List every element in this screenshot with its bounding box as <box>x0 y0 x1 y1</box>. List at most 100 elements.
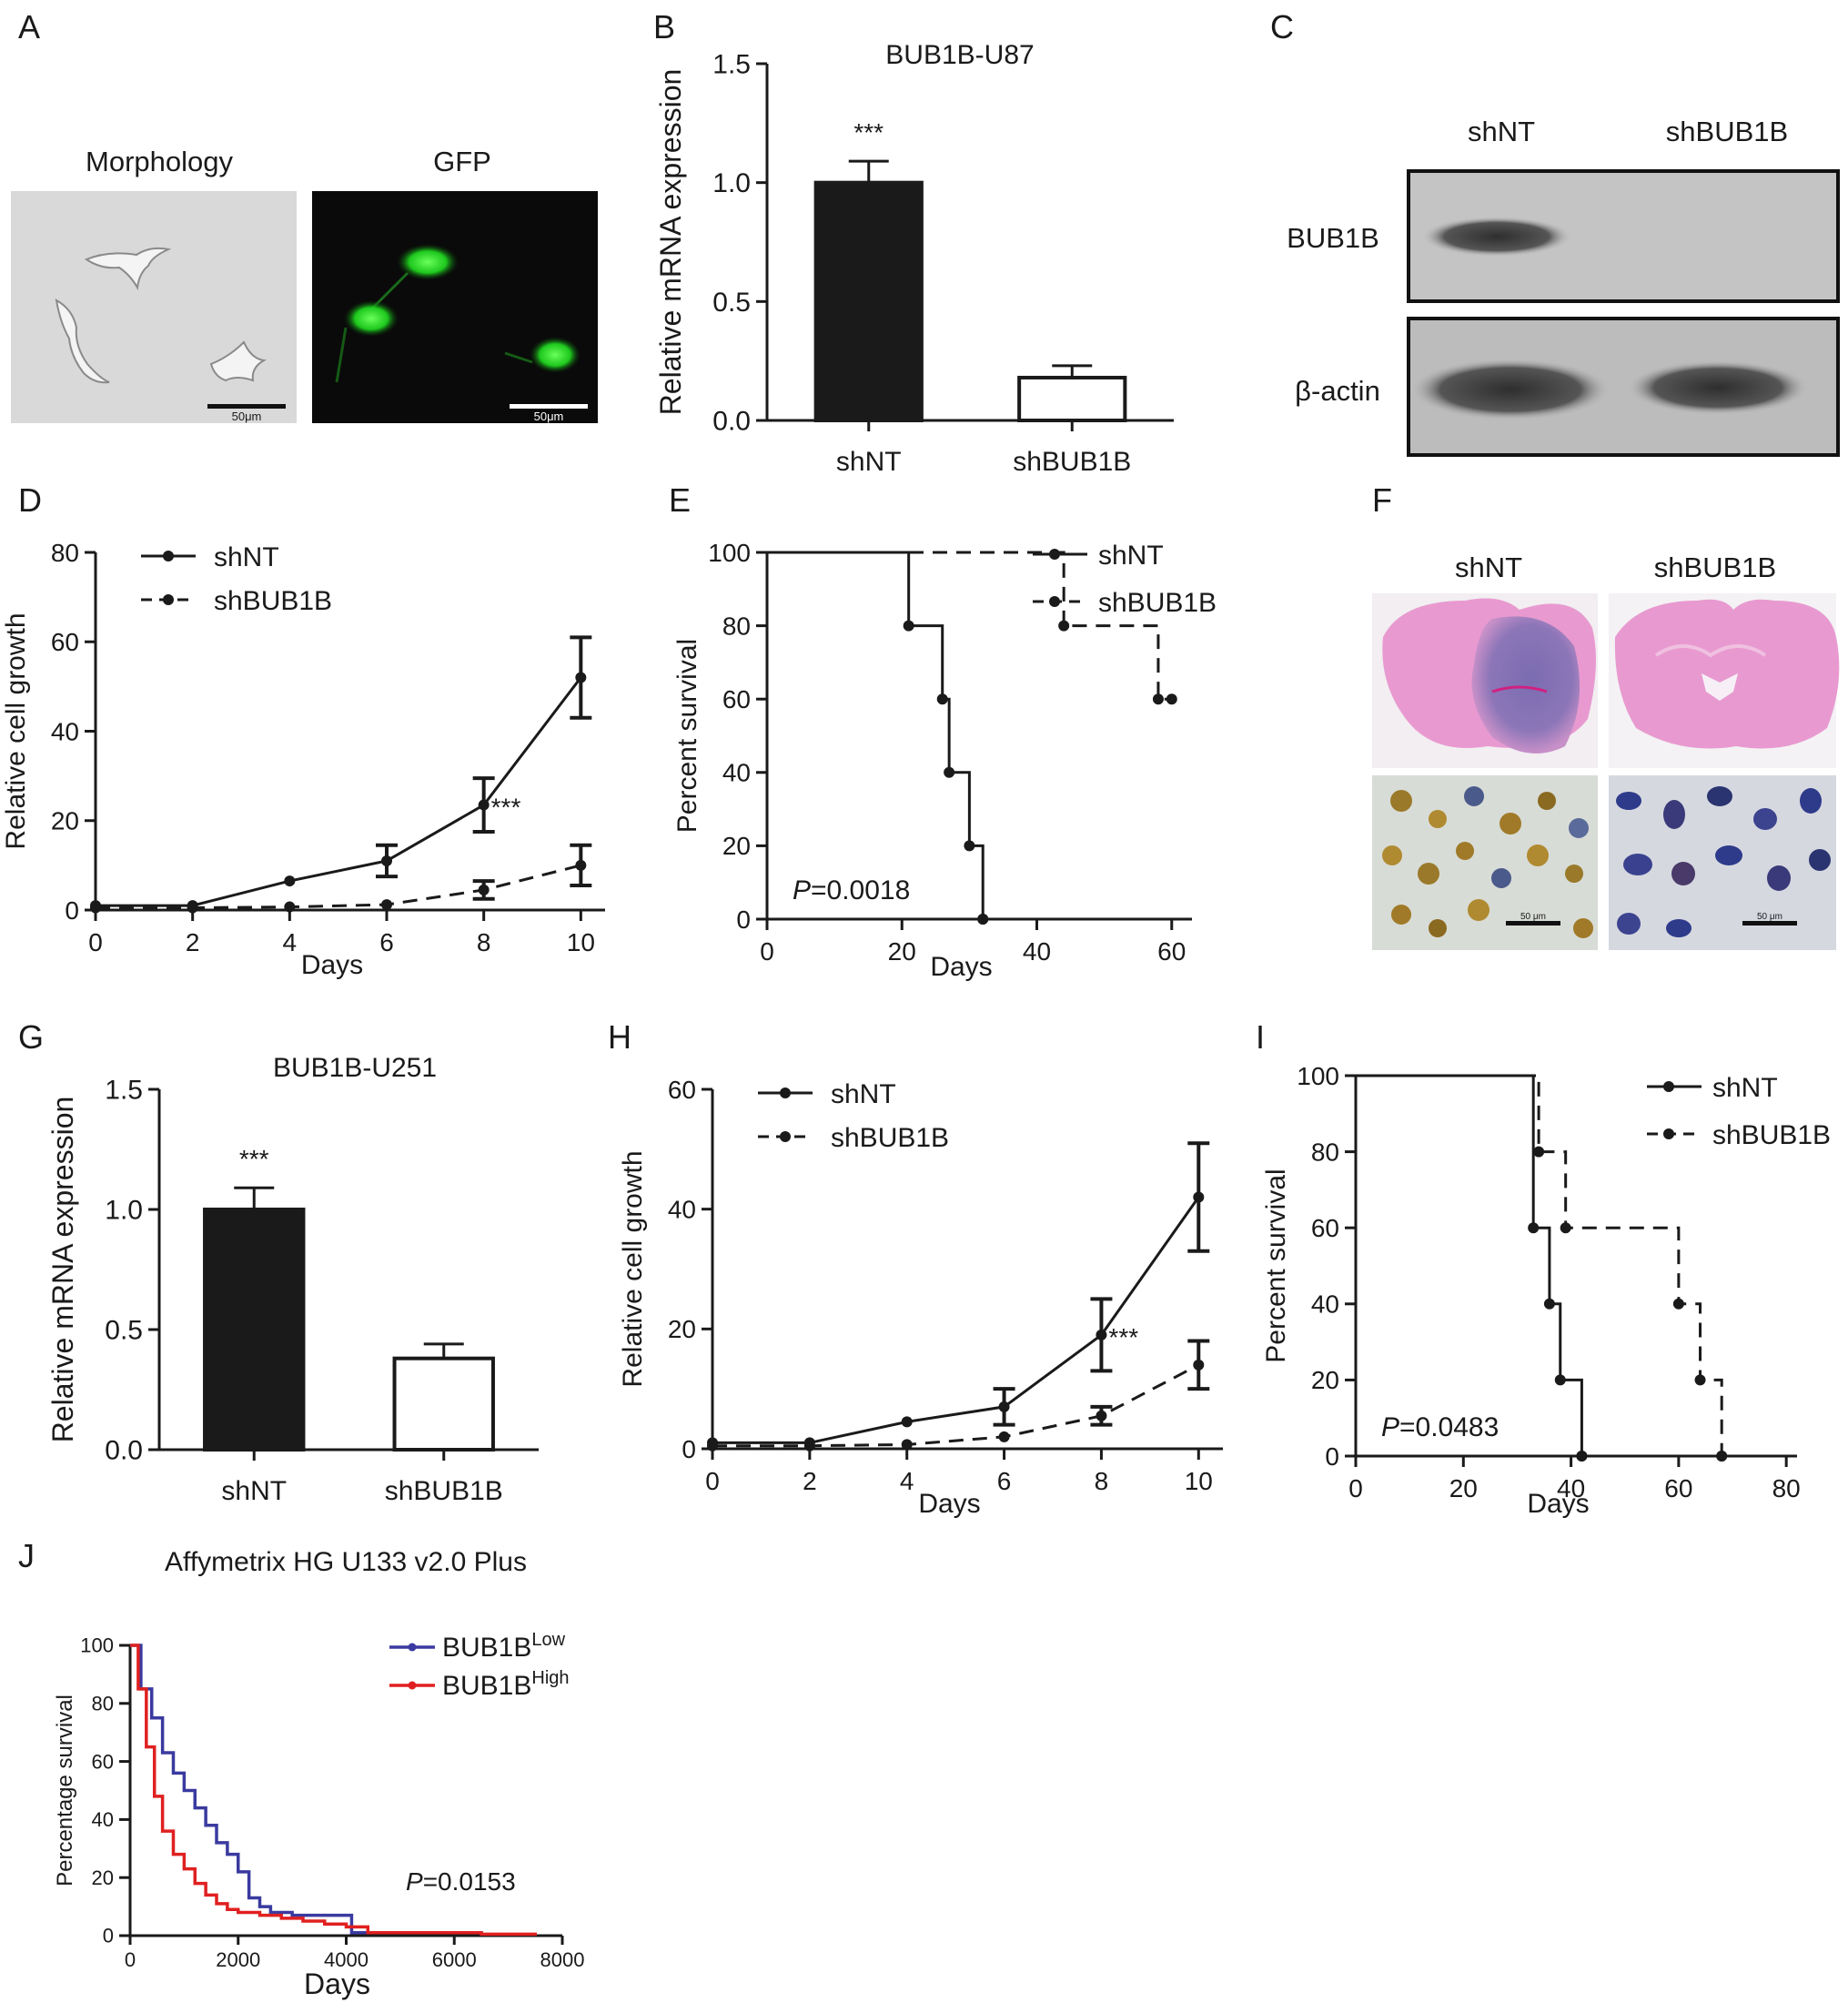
x-tick-label: shNT <box>221 1476 287 1506</box>
blot-band <box>1627 360 1809 415</box>
scalebar-label: 50μm <box>232 410 262 423</box>
km-chart-panel-j: Affymetrix HG U133 v2.0 Plus 0 20 40 60 80 100… <box>53 1547 584 2000</box>
panel-a: Morphology GFP 50μm 50μm <box>11 146 598 423</box>
x-axis-label: Days <box>1527 1489 1589 1519</box>
censor-marker <box>1576 1451 1588 1462</box>
survival-curve <box>767 551 985 919</box>
survival-curve <box>1356 1074 1723 1456</box>
x-tick-label: 2 <box>803 1467 817 1495</box>
censor-marker <box>977 914 989 925</box>
legend-label-base: BUB1B <box>442 1671 531 1701</box>
blot-band <box>1422 217 1571 257</box>
censor-marker <box>944 766 955 778</box>
x-axis-label: Days <box>301 950 363 980</box>
scalebar-label: 50 μm <box>1520 912 1546 922</box>
data-point <box>1096 1410 1107 1421</box>
censor-marker <box>964 840 975 852</box>
y-tick-label: 0.0 <box>712 407 751 437</box>
y-axis-label: Percent survival <box>1261 1168 1291 1362</box>
data-point <box>381 899 392 911</box>
legend-label-superscript: High <box>531 1668 569 1688</box>
x-tick-label: 6 <box>379 928 394 956</box>
x-axis-label: Days <box>304 1967 370 2000</box>
x-tick-label: 6000 <box>432 1948 477 1971</box>
y-axis: 0.0 0.5 1.0 1.5 Relative mRNA expression <box>46 1076 161 1466</box>
y-tick-label: 0.5 <box>105 1316 143 1346</box>
y-tick-label: 1.5 <box>105 1076 143 1106</box>
data-point <box>284 901 296 913</box>
survival-curve <box>130 1644 483 1935</box>
y-tick-label: 20 <box>668 1315 696 1343</box>
series-line <box>96 864 581 910</box>
legend-marker <box>163 594 174 605</box>
data-point <box>478 799 490 811</box>
panel-letter-f: F <box>1372 481 1392 519</box>
blot-row-bub1b: BUB1B <box>1287 222 1379 254</box>
x-tick-label: 0 <box>88 928 103 956</box>
series-line <box>712 1196 1200 1444</box>
panel-letter-h: H <box>608 1018 631 1056</box>
p-value: P=0.0153 <box>406 1867 516 1896</box>
survival-chart-panel-i: 0 20 40 60 80 100 Percent survival 0 20 40 60 80 Day… <box>1261 1062 1831 1519</box>
y-tick-label: 100 <box>80 1634 114 1657</box>
legend-label: shBUB1B <box>214 586 332 616</box>
censor-marker <box>903 620 914 632</box>
legend-label: shNT <box>214 542 279 572</box>
data-point <box>901 1439 913 1451</box>
y-axis-label: Relative cell growth <box>1 612 31 849</box>
y-tick-label: 40 <box>1311 1290 1339 1319</box>
y-tick-label: 80 <box>51 539 79 567</box>
y-tick-label: 40 <box>722 759 751 787</box>
y-tick-label: 20 <box>722 832 751 860</box>
y-axis-label: Percent survival <box>672 639 702 833</box>
censor-marker <box>1672 1298 1684 1310</box>
x-tick-label: 20 <box>1449 1474 1478 1502</box>
y-tick-label: 40 <box>51 717 79 745</box>
censor-marker <box>1694 1374 1706 1386</box>
x-tick-label: shBUB1B <box>385 1476 503 1506</box>
x-tick-label: 60 <box>1664 1474 1692 1502</box>
y-tick-label: 20 <box>1311 1366 1339 1394</box>
data-point <box>90 902 101 914</box>
he-image-shnt <box>1372 593 1598 768</box>
y-tick-label: 0 <box>65 896 79 925</box>
he-image-shbub1b <box>1609 593 1840 768</box>
y-tick-label: 0 <box>103 1925 114 1947</box>
legend-marker <box>1663 1128 1674 1139</box>
bar-chart-panel-g: BUB1B-U251 0.0 0.5 1.0 1.5 Relative mRNA expr… <box>46 1053 539 1506</box>
x-axis-label: Days <box>918 1489 980 1519</box>
p-symbol: P <box>793 875 811 905</box>
blot-band <box>1410 359 1611 420</box>
scalebar <box>1742 921 1797 926</box>
panel-letters: A B C D E F G H I J <box>18 8 1392 1574</box>
scalebar <box>1506 921 1560 926</box>
significance-mark: *** <box>239 1145 269 1173</box>
x-axis-label: Days <box>930 952 992 982</box>
panel-letter-b: B <box>653 8 675 46</box>
legend-label: BUB1BHigh <box>442 1668 570 1701</box>
x-tick-label: 0 <box>760 937 774 966</box>
data-point <box>1096 1329 1107 1340</box>
censor-marker <box>1058 620 1070 632</box>
censor-marker <box>1716 1451 1728 1462</box>
legend-marker <box>1049 549 1060 560</box>
bar <box>203 1208 306 1452</box>
y-axis: 0 20 40 60 80 Relative cell growth <box>1 539 97 925</box>
scalebar-label: 50 μm <box>1757 912 1782 922</box>
data-point <box>901 1416 913 1428</box>
data-point <box>478 884 490 895</box>
y-tick-label: 100 <box>708 539 751 567</box>
y-axis-label: Relative mRNA expression <box>46 1097 79 1443</box>
p-number: =0.0483 <box>1399 1412 1499 1442</box>
legend-label-superscript: Low <box>531 1630 565 1650</box>
p-value: P=0.0018 <box>793 875 910 905</box>
y-tick-label: 60 <box>1311 1214 1339 1242</box>
panel-letter-i: I <box>1256 1018 1265 1056</box>
censor-marker <box>1554 1374 1566 1386</box>
x-tick-label: 2 <box>186 928 200 956</box>
legend-label: shNT <box>1712 1073 1778 1103</box>
panel-letter-d: D <box>18 481 42 519</box>
survival-curve <box>1356 1074 1583 1456</box>
legend-marker <box>1663 1081 1674 1092</box>
